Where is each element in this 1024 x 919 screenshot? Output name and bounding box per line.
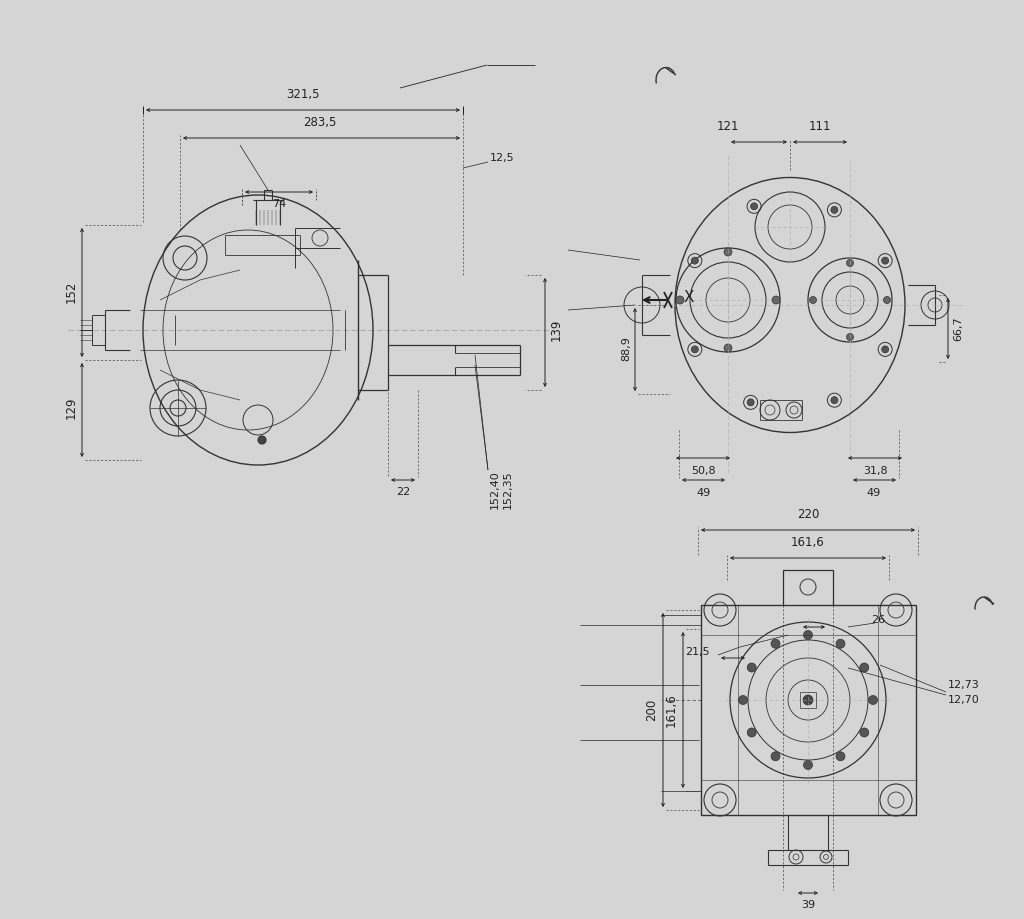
Text: X: X	[684, 289, 694, 304]
Bar	[701, 605, 916, 815]
Text: 139: 139	[550, 319, 563, 341]
Text: 74: 74	[272, 199, 286, 209]
Circle shape	[804, 630, 812, 640]
Circle shape	[771, 752, 780, 761]
Text: 321,5: 321,5	[287, 88, 319, 101]
Circle shape	[884, 297, 891, 303]
Circle shape	[691, 257, 698, 264]
Text: 49: 49	[867, 488, 881, 498]
Text: 31,8: 31,8	[862, 466, 888, 476]
Text: 26: 26	[871, 615, 885, 625]
Text: 220: 220	[797, 508, 819, 521]
Circle shape	[830, 397, 838, 403]
Text: 129: 129	[65, 397, 78, 419]
Circle shape	[738, 696, 748, 705]
Text: 283,5: 283,5	[303, 116, 337, 129]
Text: 88,9: 88,9	[621, 336, 631, 361]
Circle shape	[836, 752, 845, 761]
Text: 152,40: 152,40	[490, 471, 500, 509]
Circle shape	[724, 248, 732, 256]
Text: 111: 111	[809, 120, 831, 133]
Circle shape	[882, 346, 889, 353]
Circle shape	[748, 399, 754, 406]
Circle shape	[771, 640, 780, 648]
Text: 39: 39	[801, 900, 815, 910]
Text: 200: 200	[645, 698, 658, 721]
Text: 161,6: 161,6	[792, 536, 825, 549]
Circle shape	[836, 640, 845, 648]
Text: 161,6: 161,6	[665, 693, 678, 727]
Circle shape	[830, 207, 838, 213]
Text: 50,8: 50,8	[690, 466, 716, 476]
Circle shape	[847, 334, 853, 341]
Circle shape	[860, 663, 868, 672]
Text: 49: 49	[697, 488, 711, 498]
Circle shape	[860, 728, 868, 737]
Circle shape	[748, 728, 756, 737]
Circle shape	[751, 203, 758, 210]
Circle shape	[847, 259, 853, 267]
Text: 152,35: 152,35	[503, 471, 513, 509]
Circle shape	[748, 663, 756, 672]
Text: 12,5: 12,5	[490, 153, 515, 163]
Text: 152: 152	[65, 281, 78, 303]
Circle shape	[676, 296, 684, 304]
Text: 12,73: 12,73	[948, 680, 980, 690]
Text: 12,70: 12,70	[948, 695, 980, 705]
Text: 22: 22	[396, 487, 411, 497]
Text: 21,5: 21,5	[685, 647, 710, 657]
Circle shape	[868, 696, 878, 705]
Circle shape	[724, 344, 732, 352]
Circle shape	[772, 296, 780, 304]
Circle shape	[258, 436, 266, 444]
Circle shape	[803, 695, 813, 705]
Circle shape	[804, 761, 812, 769]
Circle shape	[691, 346, 698, 353]
Text: 66,7: 66,7	[953, 317, 963, 341]
Circle shape	[882, 257, 889, 264]
Text: 121: 121	[717, 120, 739, 133]
Circle shape	[810, 297, 816, 303]
